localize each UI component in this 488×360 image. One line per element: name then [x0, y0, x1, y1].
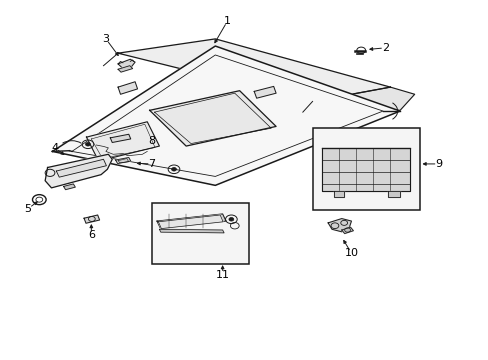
Polygon shape — [387, 191, 399, 197]
Circle shape — [171, 167, 176, 171]
Text: 9: 9 — [434, 159, 442, 169]
Polygon shape — [341, 227, 353, 234]
Polygon shape — [63, 184, 75, 190]
Text: 1: 1 — [224, 16, 230, 26]
Polygon shape — [118, 59, 135, 69]
Polygon shape — [52, 46, 399, 185]
Polygon shape — [118, 66, 132, 72]
Circle shape — [228, 217, 233, 221]
Circle shape — [85, 143, 90, 146]
Polygon shape — [86, 122, 159, 161]
Polygon shape — [116, 157, 130, 163]
Text: 6: 6 — [88, 230, 95, 240]
Polygon shape — [322, 148, 409, 191]
Polygon shape — [84, 215, 100, 223]
Polygon shape — [56, 159, 106, 177]
Text: 10: 10 — [344, 248, 358, 258]
Bar — [312, 128, 419, 210]
Polygon shape — [45, 154, 112, 188]
Polygon shape — [157, 214, 225, 228]
Polygon shape — [312, 87, 414, 111]
Polygon shape — [327, 219, 351, 232]
Polygon shape — [110, 134, 130, 143]
Text: 8: 8 — [148, 136, 155, 146]
Text: 7: 7 — [148, 159, 155, 169]
Bar — [152, 203, 249, 264]
Text: 4: 4 — [51, 143, 59, 153]
Text: 11: 11 — [215, 270, 229, 280]
Polygon shape — [118, 82, 137, 94]
Text: 5: 5 — [24, 203, 32, 213]
Polygon shape — [118, 39, 389, 102]
Polygon shape — [334, 191, 344, 197]
Text: 2: 2 — [381, 43, 388, 53]
Text: 3: 3 — [102, 34, 109, 44]
Polygon shape — [254, 86, 276, 98]
Polygon shape — [149, 91, 276, 146]
Polygon shape — [159, 229, 224, 233]
Polygon shape — [158, 215, 223, 229]
